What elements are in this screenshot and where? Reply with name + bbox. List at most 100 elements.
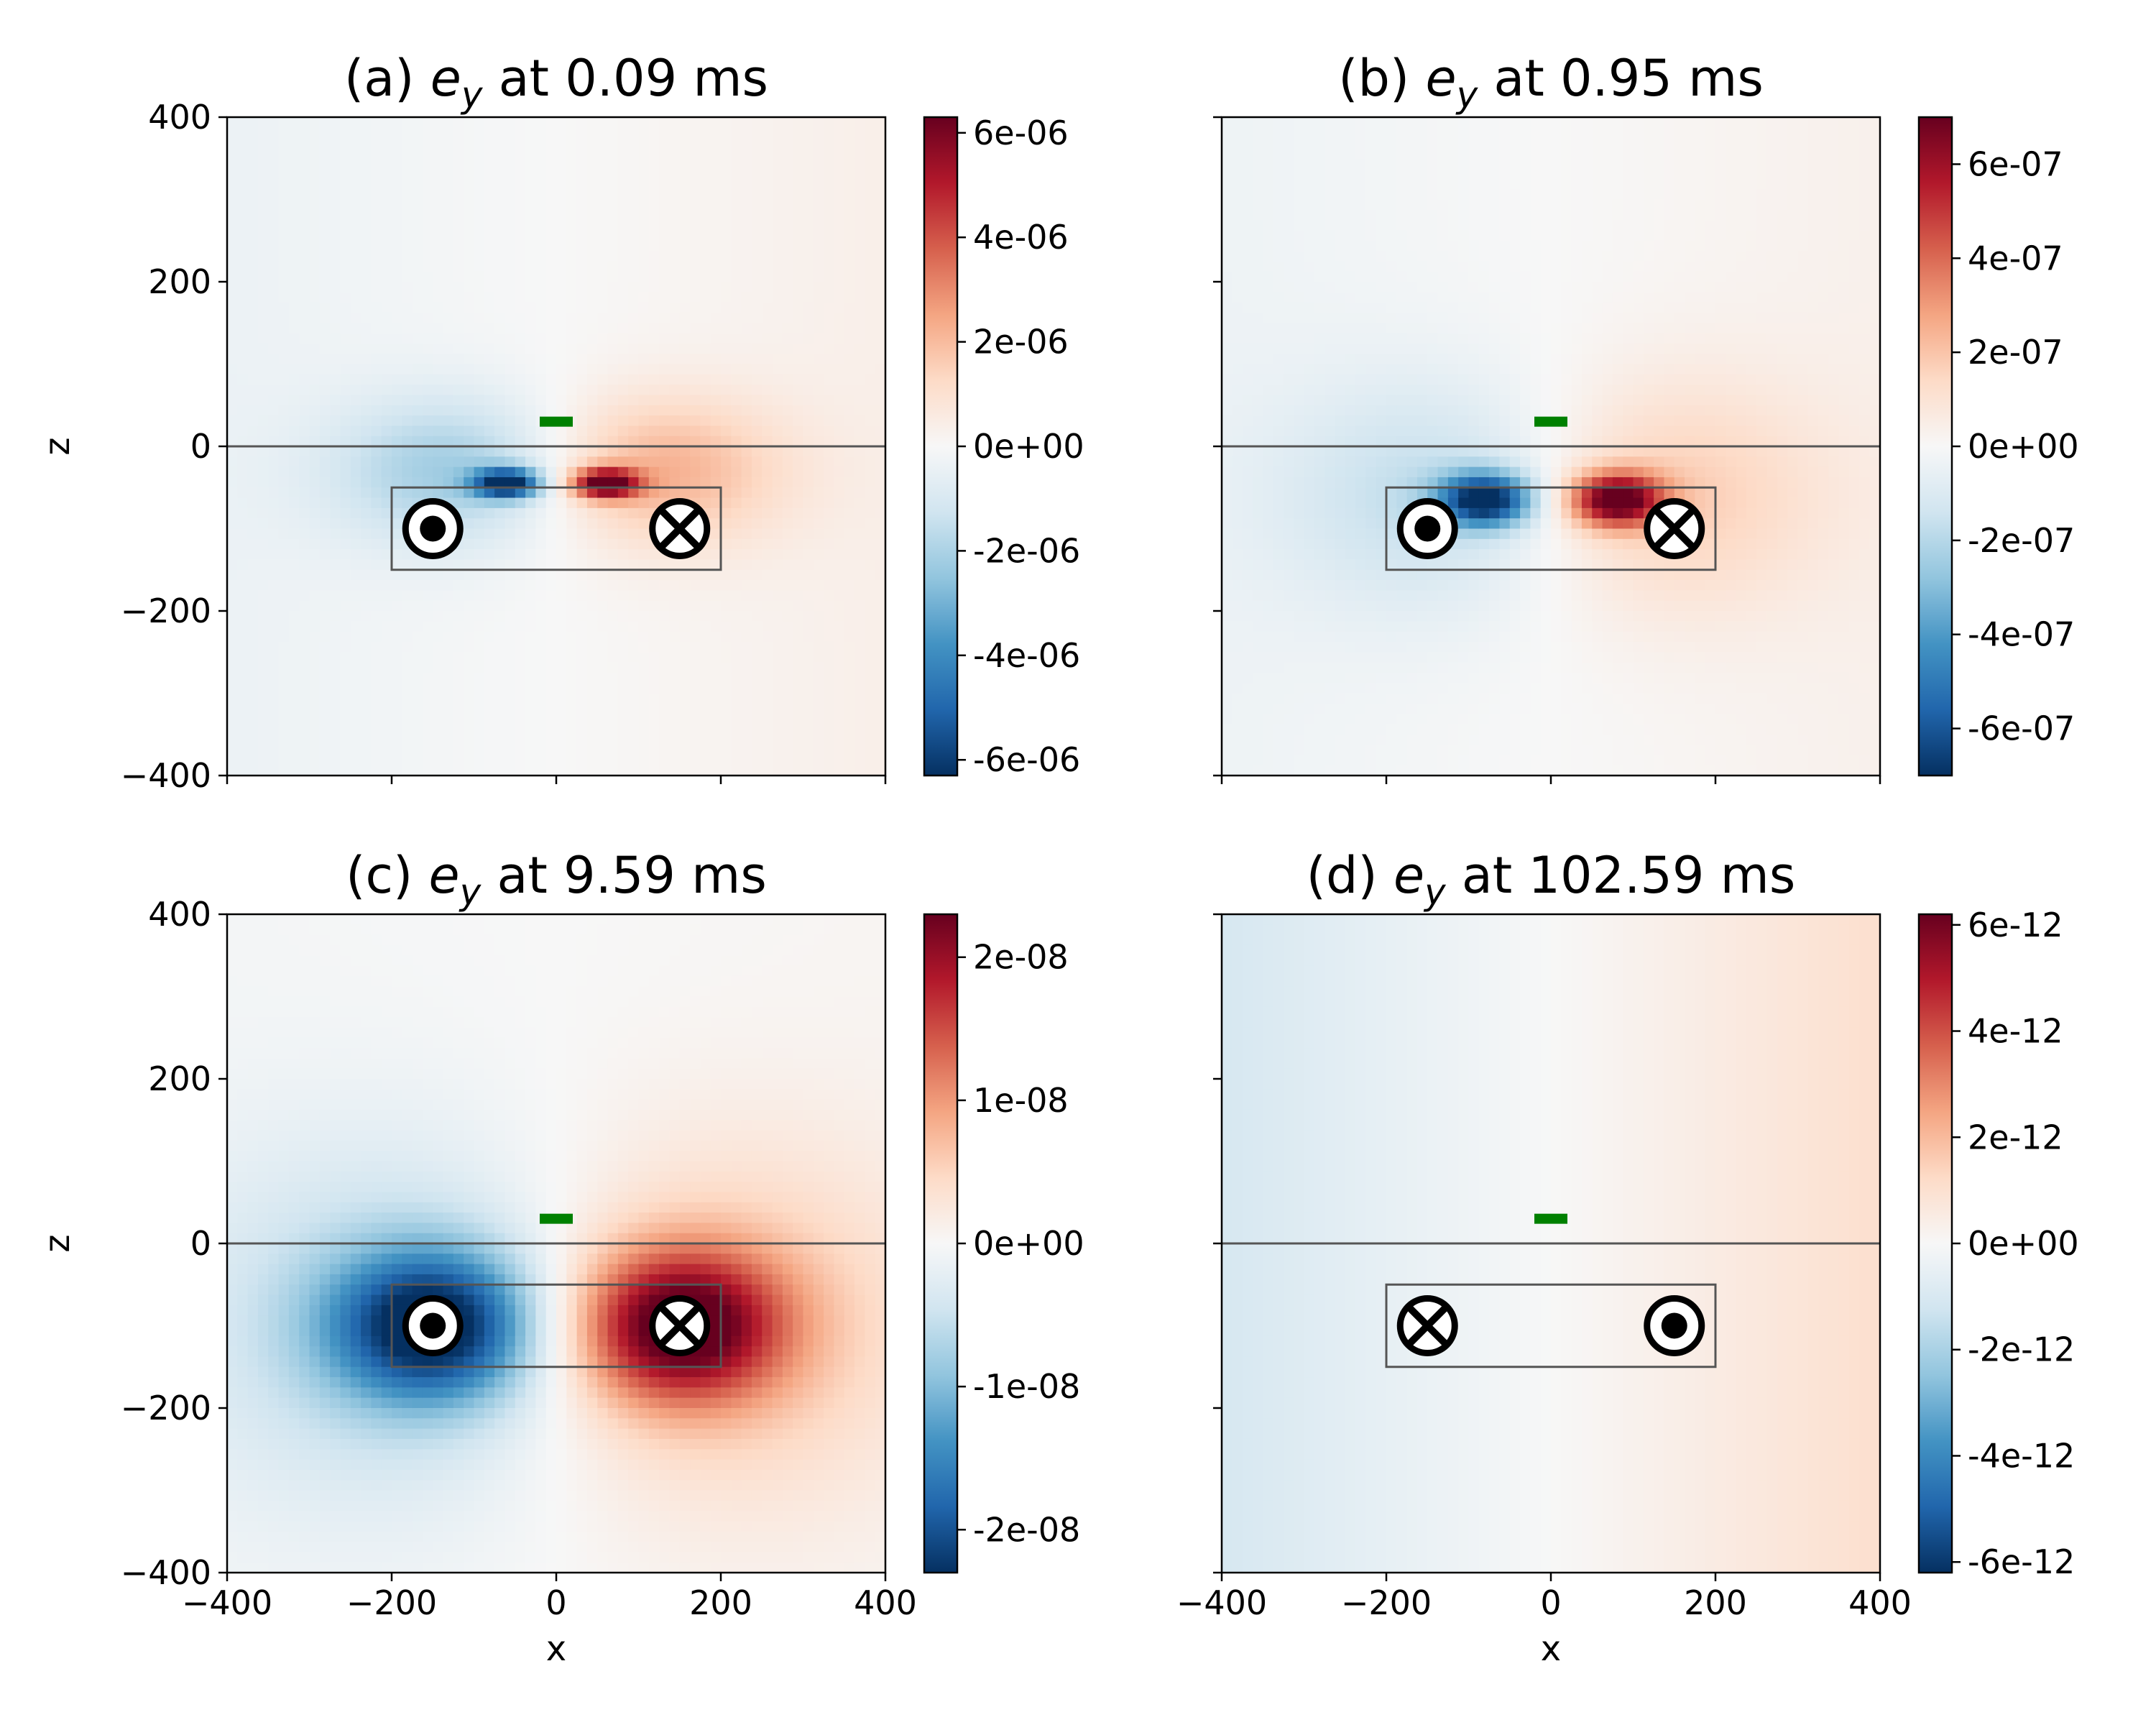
heatmap-cell (1335, 168, 1346, 180)
heatmap-cell (875, 487, 886, 499)
heatmap-cell (505, 261, 516, 272)
heatmap-cell (617, 611, 629, 622)
heatmap-cell (751, 354, 763, 365)
heatmap-cell (494, 734, 506, 745)
heatmap-cell (309, 117, 321, 128)
heatmap-cell (1232, 158, 1243, 170)
heatmap-cell (648, 662, 660, 673)
heatmap-cell (782, 446, 793, 457)
heatmap-cell (237, 158, 249, 170)
heatmap-cell (422, 600, 433, 612)
heatmap-cell (1273, 569, 1284, 581)
heatmap-cell (617, 662, 629, 673)
heatmap-cell (237, 652, 249, 663)
heatmap-cell (402, 662, 413, 673)
heatmap-cell (340, 240, 351, 252)
heatmap-cell (464, 745, 475, 755)
heatmap-cell (464, 405, 475, 416)
heatmap-cell (566, 590, 578, 602)
heatmap-cell (679, 364, 691, 375)
heatmap-cell (875, 333, 886, 344)
heatmap-cell (494, 395, 506, 406)
heatmap-cell (731, 652, 742, 663)
heatmap-cell (1222, 487, 1233, 499)
heatmap-cell (361, 765, 372, 776)
heatmap-cell (299, 745, 310, 755)
heatmap-cell (1273, 734, 1284, 745)
heatmap-cell (1222, 199, 1233, 211)
heatmap-cell (700, 456, 711, 468)
heatmap-cell (484, 178, 495, 190)
heatmap-cell (1294, 755, 1305, 766)
heatmap-cell (844, 621, 855, 632)
heatmap-cell (751, 487, 763, 499)
heatmap-cell (710, 364, 722, 375)
heatmap-cell (669, 209, 681, 221)
heatmap-cell (1232, 209, 1243, 221)
heatmap-cell (309, 703, 321, 714)
heatmap-cell (1283, 364, 1294, 375)
heatmap-cell (247, 641, 259, 653)
heatmap-cell (535, 282, 547, 293)
heatmap-cell (1325, 528, 1336, 540)
heatmap-cell (721, 621, 732, 632)
heatmap-cell (782, 415, 793, 426)
heatmap-cell (515, 600, 526, 612)
heatmap-cell (1304, 436, 1315, 447)
heatmap-cell (381, 374, 392, 385)
heatmap-cell (443, 405, 454, 416)
heatmap-cell (576, 559, 588, 571)
heatmap-cell (741, 240, 752, 252)
heatmap-cell (505, 271, 516, 282)
heatmap-cell (340, 456, 351, 468)
heatmap-cell (659, 426, 671, 437)
heatmap-cell (586, 385, 598, 396)
heatmap-cell (628, 374, 640, 385)
heatmap-cell (865, 147, 876, 159)
heatmap-cell (319, 538, 331, 550)
heatmap-cell (782, 343, 793, 354)
heatmap-cell (782, 456, 793, 468)
heatmap-cell (381, 518, 392, 530)
heatmap-cell (545, 282, 557, 293)
heatmap-cell (422, 466, 433, 478)
heatmap-cell (576, 137, 588, 149)
heatmap-cell (741, 538, 752, 550)
heatmap-cell (227, 590, 238, 602)
heatmap-cell (617, 333, 629, 344)
heatmap-cell (731, 168, 742, 180)
heatmap-cell (227, 312, 238, 323)
heatmap-cell (586, 220, 598, 231)
heatmap-cell (371, 652, 382, 663)
heatmap-cell (731, 631, 742, 643)
heatmap-cell (1222, 271, 1233, 282)
heatmap-cell (402, 220, 413, 231)
heatmap-cell (1252, 199, 1263, 211)
heatmap-cell (1304, 724, 1315, 735)
heatmap-cell (710, 385, 722, 396)
heatmap-cell (628, 117, 640, 128)
heatmap-cell (1325, 147, 1336, 159)
heatmap-cell (402, 117, 413, 128)
heatmap-cell (741, 580, 752, 591)
heatmap-cell (1263, 302, 1274, 313)
heatmap-cell (700, 652, 711, 663)
heatmap-cell (268, 518, 280, 530)
heatmap-cell (361, 477, 372, 488)
heatmap-cell (1345, 127, 1356, 139)
heatmap-cell (433, 446, 444, 457)
heatmap-cell (741, 662, 752, 673)
heatmap-cell (762, 271, 773, 282)
heatmap-cell (700, 312, 711, 323)
heatmap-cell (505, 703, 516, 714)
heatmap-cell (556, 683, 567, 694)
heatmap-cell (330, 569, 341, 581)
heatmap-cell (525, 446, 536, 457)
heatmap-cell (710, 426, 722, 437)
heatmap-cell (340, 466, 351, 478)
heatmap-cell (700, 405, 711, 416)
heatmap-cell (1273, 127, 1284, 139)
heatmap-cell (875, 518, 886, 530)
heatmap-cell (330, 395, 341, 406)
heatmap-cell (803, 631, 814, 643)
